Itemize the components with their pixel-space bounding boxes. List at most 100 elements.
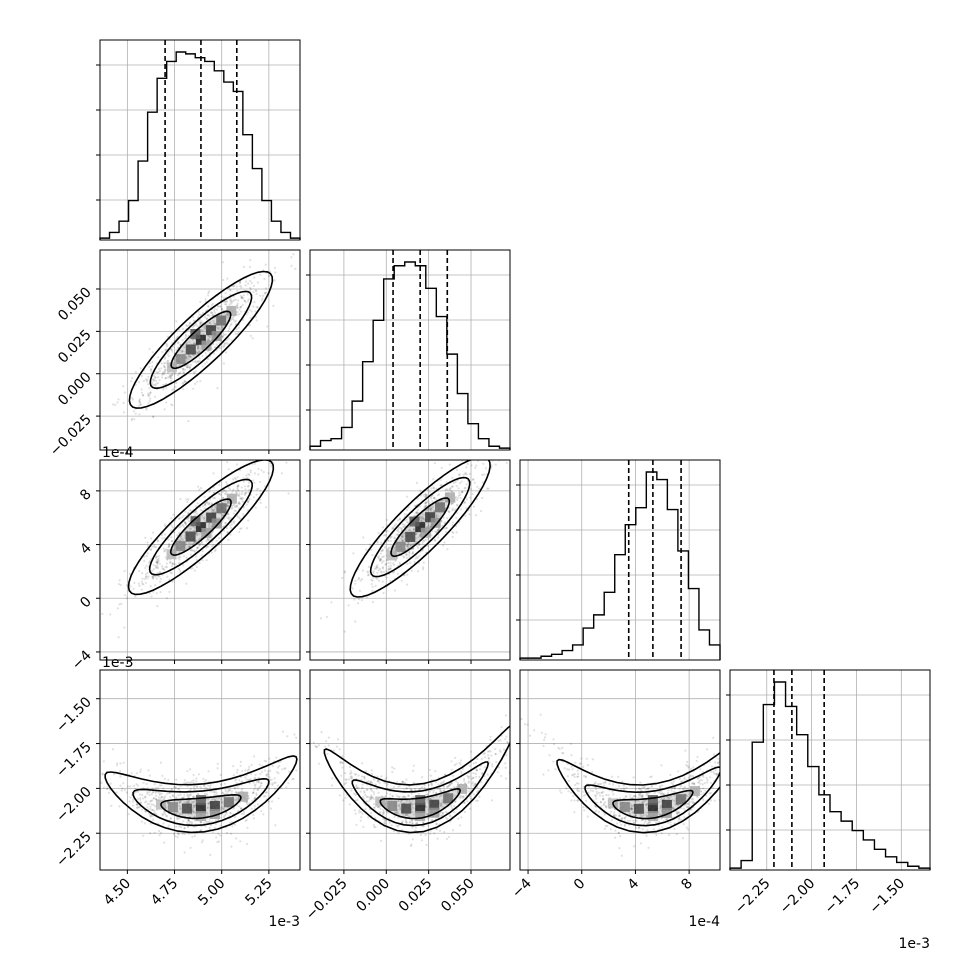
sample-point <box>516 702 518 704</box>
sample-point <box>330 601 333 604</box>
sample-point <box>370 796 373 799</box>
sample-point <box>185 801 189 804</box>
sample-point <box>250 807 253 810</box>
sample-point <box>490 450 492 452</box>
sample-point <box>459 797 462 800</box>
sample-point <box>480 509 483 513</box>
sample-point <box>146 541 149 544</box>
sample-point <box>403 789 406 792</box>
sample-point <box>470 464 473 467</box>
sample-point <box>271 800 274 803</box>
sample-point <box>157 356 160 359</box>
sample-point <box>387 568 390 571</box>
sample-point <box>191 360 194 363</box>
sample-point <box>366 596 369 599</box>
panel-background <box>310 670 510 870</box>
sample-point <box>484 756 487 759</box>
sample-point <box>193 550 196 553</box>
sample-point <box>700 793 703 796</box>
sample-point <box>419 489 422 492</box>
sample-point <box>161 350 164 354</box>
sample-point <box>387 562 390 565</box>
sample-point <box>241 296 244 299</box>
sample-point <box>137 381 141 384</box>
sample-point <box>232 504 235 507</box>
sample-point <box>214 819 217 822</box>
sample-point <box>407 794 410 797</box>
sample-point <box>442 785 446 788</box>
sample-point <box>365 788 368 792</box>
sample-point <box>178 372 181 375</box>
sample-point <box>250 772 253 775</box>
sample-point <box>146 791 149 794</box>
sample-point <box>236 310 239 314</box>
sample-point <box>270 778 273 781</box>
sample-point <box>685 802 688 805</box>
sample-point <box>210 502 213 505</box>
sample-point <box>168 375 171 378</box>
sample-point <box>690 767 693 771</box>
sample-point <box>212 791 215 794</box>
sample-point <box>471 478 475 481</box>
sample-point <box>155 556 158 560</box>
sample-point <box>170 377 173 380</box>
sample-point <box>184 543 188 547</box>
sample-point <box>478 487 481 490</box>
sample-point <box>359 579 362 582</box>
sample-point <box>496 771 499 774</box>
sample-point <box>427 783 430 787</box>
sample-point <box>153 395 157 398</box>
sample-point <box>176 818 179 821</box>
sample-point <box>181 350 184 353</box>
sample-point <box>386 530 389 533</box>
sample-point <box>435 795 438 798</box>
sample-point <box>204 352 207 355</box>
sample-point <box>195 324 198 327</box>
contour-level-1 <box>351 761 490 827</box>
sample-point <box>455 516 458 519</box>
sample-point <box>189 356 193 359</box>
sample-point <box>395 794 398 797</box>
sample-point <box>193 372 196 375</box>
sample-point <box>214 506 217 509</box>
sample-point <box>613 814 616 818</box>
sample-point <box>599 800 602 804</box>
contour-level-1 <box>149 290 253 390</box>
sample-point <box>181 538 184 541</box>
sample-point <box>203 495 206 498</box>
sample-point <box>186 794 189 797</box>
sample-point <box>174 372 177 375</box>
sample-point <box>169 560 172 563</box>
sample-point <box>186 770 189 773</box>
sample-point <box>491 763 494 766</box>
sample-point <box>344 778 347 781</box>
sample-point <box>157 796 160 799</box>
sample-point <box>479 453 481 455</box>
sample-point <box>198 543 201 546</box>
sample-point <box>157 376 160 379</box>
sample-point <box>163 549 167 552</box>
sample-point <box>193 800 196 803</box>
density-cell <box>430 517 441 528</box>
density-cell <box>216 503 227 514</box>
sample-point <box>349 772 352 775</box>
sample-point <box>197 345 200 348</box>
sample-point <box>171 794 174 797</box>
sample-point <box>416 497 419 500</box>
sample-point <box>206 806 210 809</box>
sample-point <box>154 786 158 789</box>
density-cell <box>415 522 426 533</box>
sample-point <box>389 567 392 570</box>
sample-point <box>213 507 216 510</box>
sample-point <box>424 501 427 504</box>
sample-point <box>175 825 178 828</box>
sample-point <box>152 575 155 578</box>
sample-point <box>234 509 237 512</box>
density-cell <box>167 802 178 813</box>
sample-point <box>448 489 451 492</box>
sample-point <box>155 577 158 580</box>
sample-point <box>178 813 181 816</box>
sample-point <box>290 256 293 259</box>
sample-point <box>201 543 205 546</box>
sample-point <box>381 580 384 583</box>
